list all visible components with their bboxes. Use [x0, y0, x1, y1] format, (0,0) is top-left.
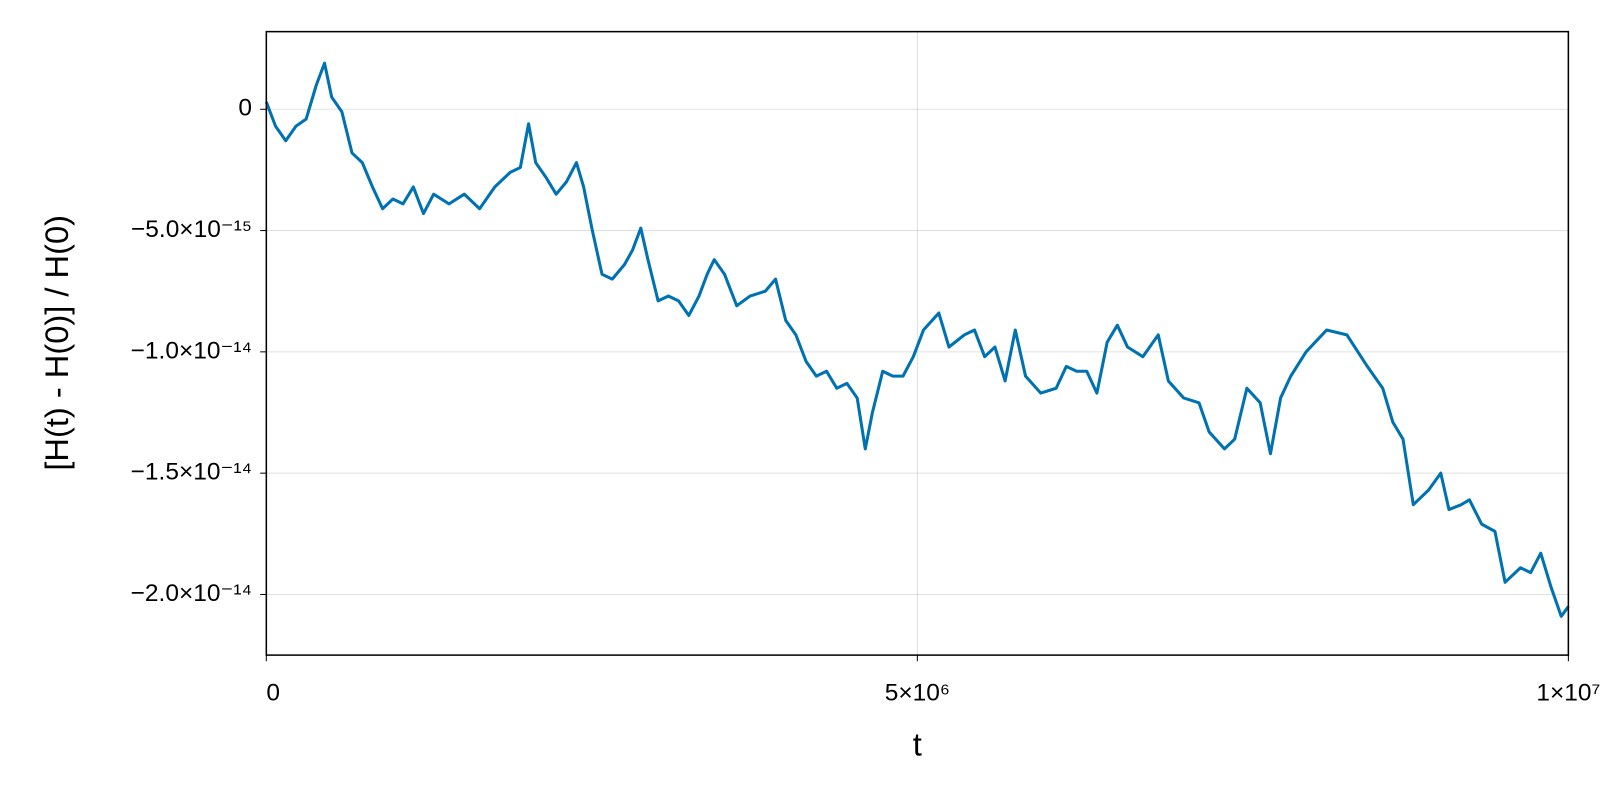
- x-tick-label: 1×10⁷: [1536, 679, 1600, 706]
- y-tick-label: −5.0×10⁻¹⁵: [131, 216, 252, 243]
- y-tick-label: 0: [238, 95, 252, 122]
- data-line: [264, 61, 1570, 618]
- y-axis-label: [H(t) - H(0)] / H(0): [38, 215, 75, 471]
- x-tick-label: 5×10⁶: [885, 679, 950, 706]
- y-tick-label: −1.5×10⁻¹⁴: [131, 459, 252, 486]
- x-axis-label: t: [913, 726, 922, 763]
- y-tick-label: −2.0×10⁻¹⁴: [131, 580, 252, 607]
- plot-frame: [265, 30, 1570, 656]
- y-tick-label: −1.0×10⁻¹⁴: [131, 337, 252, 364]
- x-tick-label: 0: [266, 679, 280, 706]
